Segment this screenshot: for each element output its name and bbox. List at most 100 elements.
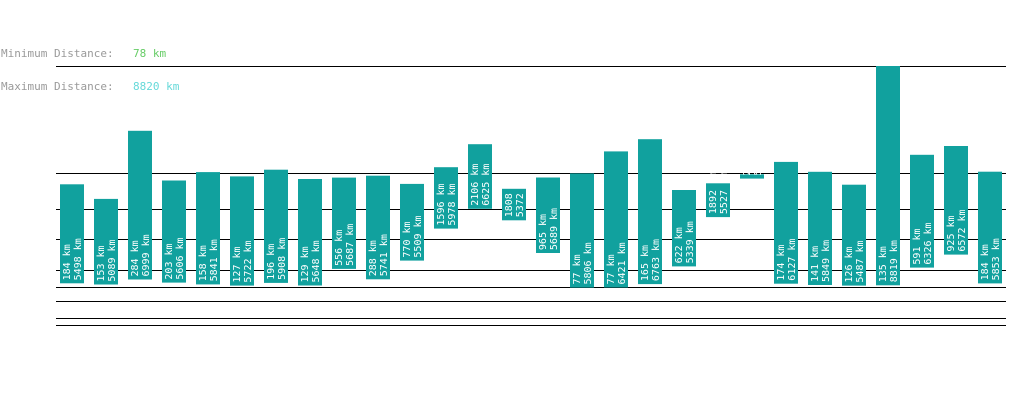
range-bar-group: 591 km 6326 km bbox=[910, 154, 934, 268]
range-bar bbox=[400, 183, 424, 261]
max-distance-label: 5689 km bbox=[549, 208, 560, 250]
range-bar bbox=[434, 167, 458, 229]
range-bar-group: 129 km 5648 km bbox=[298, 179, 322, 286]
range-bar bbox=[808, 171, 832, 285]
min-distance-label: 1596 km bbox=[436, 183, 447, 225]
range-bar bbox=[366, 175, 390, 280]
range-bar bbox=[128, 130, 152, 280]
range-bar-group: 284 km 6999 km bbox=[128, 130, 152, 280]
range-bar-group: 153 km 5089 km bbox=[94, 198, 118, 285]
range-bar-group: 141 km 5849 km bbox=[808, 171, 832, 285]
min-distance-label: 126 km bbox=[844, 246, 855, 282]
range-bar bbox=[94, 198, 118, 285]
min-distance-label: 2883 km bbox=[742, 133, 753, 175]
minimum-distance-label: Minimum Distance: bbox=[1, 47, 114, 60]
range-bar bbox=[536, 177, 560, 253]
range-bar bbox=[468, 144, 492, 209]
min-distance-label: 127 km bbox=[232, 246, 243, 282]
range-bar bbox=[842, 184, 866, 286]
min-distance-label: 135 km bbox=[878, 246, 889, 282]
range-bar bbox=[910, 154, 934, 268]
min-distance-label: 925 km bbox=[946, 215, 957, 251]
range-bar-group: 184 km 5498 km bbox=[60, 184, 84, 284]
range-bar-group: 196 km 5908 km bbox=[264, 169, 288, 283]
minimum-distance-row: Minimum Distance: 78 km bbox=[1, 48, 179, 59]
range-bar-group: 77 km 6421 km bbox=[604, 151, 628, 288]
range-bar bbox=[672, 190, 696, 267]
max-distance-label: 5498 km bbox=[73, 238, 84, 280]
min-distance-label: 2106 km bbox=[470, 164, 481, 206]
max-distance-label: 5527 km bbox=[719, 172, 730, 214]
min-distance-label: 184 km bbox=[62, 244, 73, 280]
max-distance-label: 5648 km bbox=[311, 240, 322, 282]
range-bar bbox=[570, 173, 594, 288]
max-distance-label: 5089 km bbox=[107, 239, 118, 281]
range-bar bbox=[230, 176, 254, 286]
range-bar-group: 2106 km 6625 km bbox=[468, 144, 492, 209]
max-distance-label: 5741 km bbox=[379, 234, 390, 276]
min-distance-label: 556 km bbox=[334, 230, 345, 266]
range-bar-group: 184 km 5853 km bbox=[978, 171, 1002, 284]
min-distance-label: 591 km bbox=[912, 228, 923, 264]
max-distance-label: 5509 km bbox=[413, 215, 424, 257]
range-bar bbox=[60, 184, 84, 284]
max-distance-label: 5339 km bbox=[685, 221, 696, 263]
distance-summary: Minimum Distance: 78 km Maximum Distance:… bbox=[1, 26, 179, 103]
max-distance-label: 6625 km bbox=[481, 164, 492, 206]
range-bar bbox=[332, 177, 356, 269]
range-bar-group: 174 km 6127 km bbox=[774, 161, 798, 284]
maximum-distance-value: 8820 km bbox=[133, 80, 180, 93]
range-bar bbox=[740, 174, 764, 179]
min-distance-label: 141 km bbox=[810, 246, 821, 282]
range-bar bbox=[876, 66, 900, 286]
max-distance-label: 6326 km bbox=[923, 222, 934, 264]
range-bar-group: 165 km 6763 km bbox=[638, 139, 662, 285]
range-bar-group: 135 km 8819 km bbox=[876, 66, 900, 286]
range-bar bbox=[706, 183, 730, 218]
range-bar bbox=[638, 139, 662, 285]
max-distance-label: 5978 km bbox=[447, 183, 458, 225]
min-distance-label: 196 km bbox=[266, 244, 277, 280]
maximum-distance-label: Maximum Distance: bbox=[1, 80, 114, 93]
range-bar-group: 1892 km 5527 km bbox=[706, 172, 730, 218]
range-bar-group: 622 km 5339 km bbox=[672, 190, 696, 267]
range-bar-group: 965 km 5689 km bbox=[536, 177, 560, 253]
min-distance-label: 165 km bbox=[640, 245, 651, 281]
min-distance-label: 770 km bbox=[402, 221, 413, 257]
max-distance-label: 5722 km bbox=[243, 240, 254, 282]
range-bar-group: 203 km 5606 km bbox=[162, 180, 186, 283]
min-distance-label: 1808 km bbox=[504, 175, 515, 217]
range-bar bbox=[604, 151, 628, 288]
range-bar bbox=[944, 146, 968, 255]
range-bar-group: 556 km 5687 km bbox=[332, 177, 356, 269]
min-distance-label: 184 km bbox=[980, 244, 991, 280]
max-distance-label: 8819 km bbox=[889, 240, 900, 282]
max-distance-label: 5853 km bbox=[991, 238, 1002, 280]
range-bar-group: 158 km 5841 km bbox=[196, 172, 220, 285]
max-distance-label: 6572 km bbox=[957, 209, 968, 251]
max-distance-label: 6763 km bbox=[651, 239, 662, 281]
range-bar bbox=[162, 180, 186, 283]
min-distance-label: 965 km bbox=[538, 214, 549, 250]
range-bar-group: 126 km 5487 km bbox=[842, 184, 866, 286]
range-bar bbox=[774, 161, 798, 284]
maximum-distance-row: Maximum Distance: 8820 km bbox=[1, 81, 179, 92]
min-distance-label: 284 km bbox=[130, 240, 141, 276]
range-bar-group: 127 km 5722 km bbox=[230, 176, 254, 286]
range-bar-group: 1808 km 5372 km bbox=[502, 175, 526, 221]
max-distance-label: 6127 km bbox=[787, 239, 798, 281]
range-bar bbox=[298, 179, 322, 286]
range-bar bbox=[196, 172, 220, 285]
max-distance-label: 5487 km bbox=[855, 240, 866, 282]
max-distance-label: 5687 km bbox=[345, 224, 356, 266]
range-bar-group: 2883 km 5779 km bbox=[740, 133, 764, 179]
max-distance-label: 5806 km bbox=[583, 242, 594, 284]
min-distance-label: 174 km bbox=[776, 245, 787, 281]
min-distance-label: 203 km bbox=[164, 243, 175, 279]
range-bar-group: 1596 km 5978 km bbox=[434, 167, 458, 229]
min-distance-label: 158 km bbox=[198, 245, 209, 281]
max-distance-label: 5841 km bbox=[209, 239, 220, 281]
max-distance-label: 5849 km bbox=[821, 240, 832, 282]
range-bar bbox=[264, 169, 288, 283]
